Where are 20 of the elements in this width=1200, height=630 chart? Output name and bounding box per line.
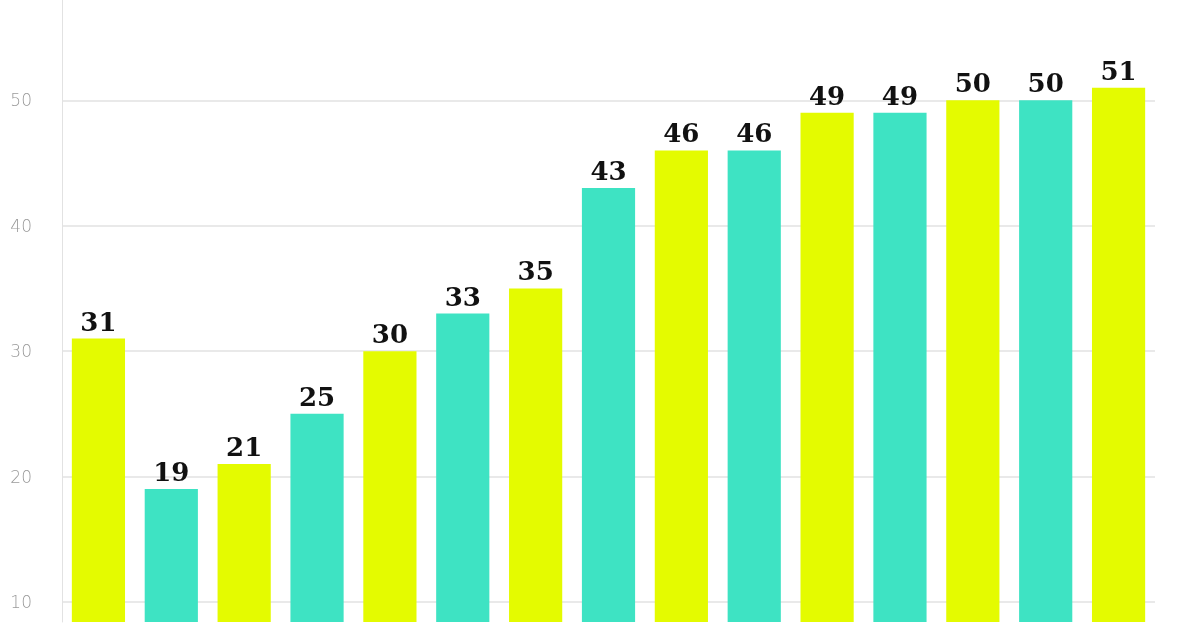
y-tick-label: 40: [10, 215, 32, 236]
y-tick-label: 20: [10, 466, 32, 487]
data-label: 43: [590, 156, 627, 187]
y-tick-label: 50: [10, 90, 32, 111]
data-label: 49: [809, 80, 846, 111]
data-label: 46: [663, 118, 700, 149]
data-label: 49: [881, 80, 919, 111]
data-label: 50: [1027, 68, 1064, 99]
data-label: 51: [1100, 55, 1137, 86]
data-label: 19: [153, 457, 190, 488]
y-tick-label: 30: [10, 341, 32, 362]
data-label: 50: [954, 68, 991, 99]
y-tick-label: 10: [10, 591, 32, 612]
data-label: 21: [226, 431, 263, 462]
data-label: 35: [517, 256, 554, 287]
data-label: 33: [444, 281, 481, 312]
data-label: 25: [298, 381, 336, 412]
data-label: 46: [736, 118, 773, 149]
data-label: 30: [371, 319, 408, 350]
data-label: 31: [80, 306, 117, 337]
